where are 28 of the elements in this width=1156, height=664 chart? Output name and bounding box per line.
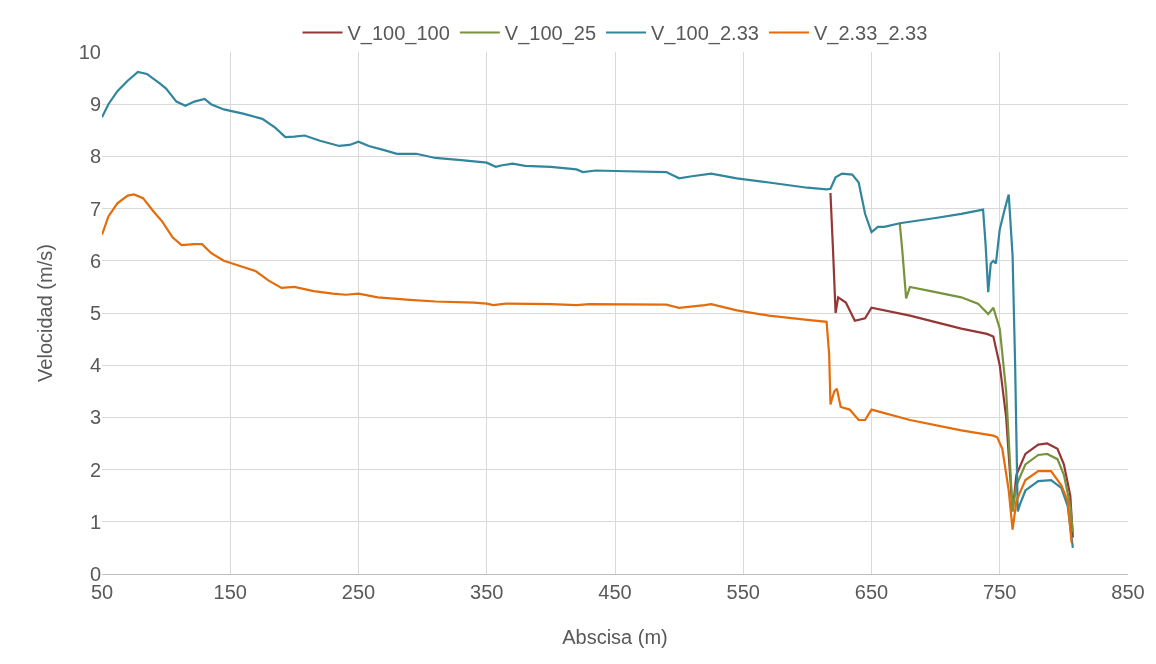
x-tick-label: 550 (726, 581, 760, 603)
y-tick-label: 7 (89, 197, 101, 220)
x-tick-label: 250 (341, 581, 376, 603)
y-tick-label: 8 (89, 145, 101, 168)
y-tick-label: 1 (89, 510, 101, 533)
legend-label: V_100_100 (347, 22, 450, 46)
y-tick-label: 4 (89, 354, 101, 377)
x-tick-label: 150 (213, 581, 247, 603)
legend-label: V_100_2.33 (651, 22, 759, 46)
x-axis-title: Abscisa (m) (562, 626, 668, 648)
y-tick-label: 9 (89, 93, 101, 116)
y-tick-label: 6 (89, 249, 101, 272)
y-tick-label: 2 (89, 458, 101, 481)
x-tick-label: 750 (983, 581, 1017, 603)
line-series (898, 222, 1074, 534)
y-tick-label: 10 (78, 41, 101, 63)
legend-label: V_2.33_2.33 (813, 22, 928, 46)
line-series (829, 191, 1074, 539)
y-tick-label: 5 (89, 302, 101, 324)
line-series (102, 193, 1073, 544)
y-axis-title: Velocidad (m/s) (34, 244, 56, 382)
x-tick-label: 450 (598, 581, 632, 603)
line-series (102, 70, 1074, 549)
x-tick-label: 850 (1111, 581, 1145, 603)
legend-label: V_100_25 (504, 22, 597, 46)
x-tick-label: 650 (854, 581, 889, 603)
y-tick-label: 3 (89, 406, 101, 429)
x-tick-label: 350 (470, 581, 504, 603)
